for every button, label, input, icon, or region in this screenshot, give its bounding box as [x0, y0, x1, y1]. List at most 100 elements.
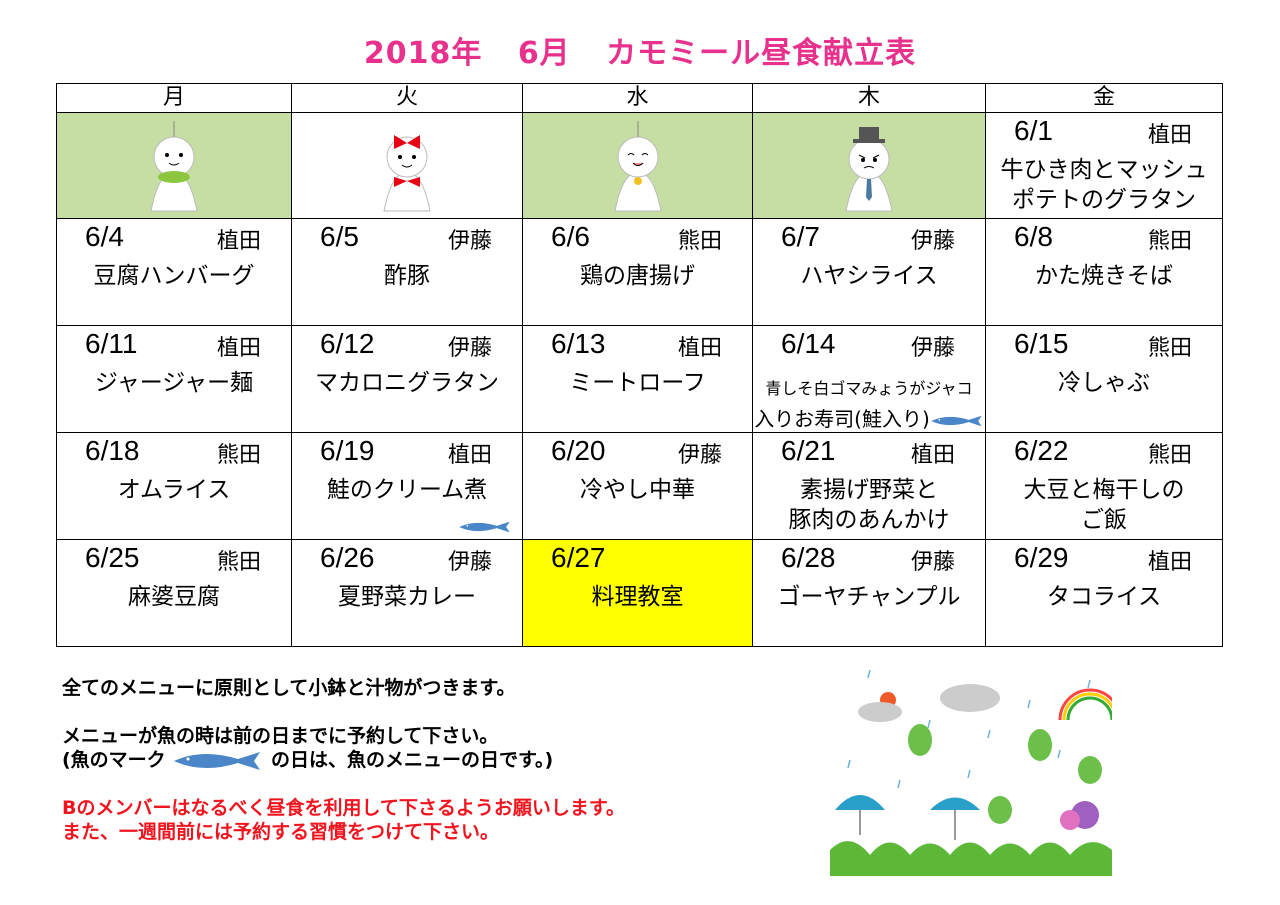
weekday-wed: 水	[522, 83, 753, 113]
menu-text: 青しそ白ゴマみょうがジャコ	[765, 379, 973, 398]
day-cell: 6/13 植田 ミートローフ	[522, 325, 753, 433]
day-cell: 6/14 伊藤青しそ白ゴマみょうがジャコ入りお寿司(鮭入り)	[752, 325, 986, 434]
menu-text: ハヤシライス	[800, 263, 938, 289]
menu-line: かた焼きそば	[986, 261, 1222, 291]
note-line: (魚のマーク の日は、魚のメニューの日です。)	[62, 748, 625, 772]
menu-text: 料理教室	[591, 584, 684, 610]
day-menu: ハヤシライス	[753, 261, 985, 291]
day-cook: 植田	[216, 336, 261, 361]
week-row: 6/25 熊田 麻婆豆腐 6/26 伊藤夏野菜カレー 6/27 料理教室 6/28 伊藤 ゴーヤチ…	[56, 539, 1223, 647]
day-cook: 伊藤	[447, 550, 492, 575]
day-cell: 6/28 伊藤 ゴーヤチャンプル	[752, 539, 986, 647]
day-menu: ミートローフ	[523, 368, 752, 398]
day-cook: 植田	[216, 229, 261, 254]
menu-text: マカロニグラタン	[315, 370, 499, 396]
notes: 全てのメニューに原則として小鉢と汁物がつきます。 メニューが魚の時は前の日までに…	[62, 676, 625, 844]
day-cook: 伊藤	[677, 443, 722, 468]
day-menu: 牛ひき肉とマッシュ ポテトのグラタン	[986, 155, 1222, 215]
decoration-cell	[56, 112, 292, 219]
day-cell: 6/25 熊田 麻婆豆腐	[56, 539, 292, 647]
weekday-fri: 金	[985, 83, 1223, 113]
day-cook: 熊田	[1147, 229, 1192, 254]
menu-text: 豆腐ハンバーグ	[93, 263, 255, 289]
day-cook: 植田	[677, 336, 722, 361]
day-date: 6/21	[781, 435, 836, 466]
title-name: カモミール昼食献立表	[606, 36, 917, 71]
day-cell: 6/27 料理教室	[522, 539, 753, 647]
menu-text: 酢豚	[384, 263, 430, 289]
title-year: 2018年	[363, 36, 483, 71]
fish-icon	[174, 751, 261, 770]
decoration-cell	[522, 112, 753, 219]
menu-line: 冷しゃぶ	[986, 368, 1222, 398]
note-line: メニューが魚の時は前の日までに予約して下さい。	[62, 725, 499, 747]
day-menu: 豆腐ハンバーグ	[57, 261, 291, 291]
day-menu: 麻婆豆腐	[57, 582, 291, 612]
page-title: 2018年 6月 カモミール昼食献立表	[0, 28, 1280, 72]
menu-line: マカロニグラタン	[292, 368, 522, 398]
weekday-tue: 火	[291, 83, 523, 113]
menu-text: 鮭のクリーム煮	[326, 477, 488, 503]
day-date: 6/7	[781, 221, 820, 252]
day-date: 6/18	[85, 435, 140, 466]
menu-text: ご飯	[1081, 507, 1127, 533]
day-cell: 6/12 伊藤マカロニグラタン	[291, 325, 523, 433]
day-date: 6/14	[781, 328, 836, 359]
day-cook: 伊藤	[910, 336, 955, 361]
decoration-cell	[291, 112, 523, 219]
note-line: また、一週間前には予約する習慣をつけて下さい。	[62, 821, 500, 843]
day-date: 6/29	[1014, 542, 1069, 573]
day-cook: 植田	[1147, 550, 1192, 575]
week-row: 6/11 植田 ジャージャー麺 6/12 伊藤 マカロニグラタン 6/13 植田 ミートローフ 6…	[56, 325, 1223, 434]
menu-line: 鮭のクリーム煮	[292, 475, 522, 505]
rainy-season-illustration	[830, 669, 1112, 876]
day-cell: 6/8 熊田かた焼きそば	[985, 218, 1223, 326]
fish-icon	[930, 415, 982, 426]
menu-line: 豆腐ハンバーグ	[57, 261, 291, 291]
menu-text: 冷やし中華	[580, 477, 695, 503]
day-menu: ゴーヤチャンプル	[753, 582, 985, 612]
menu-line: 冷やし中華	[523, 475, 752, 505]
menu-line: 料理教室	[523, 582, 752, 612]
day-cook: 熊田	[216, 443, 261, 468]
weekday-mon: 月	[56, 83, 292, 113]
menu-line: 夏野菜カレー	[292, 582, 522, 612]
day-menu: 酢豚	[292, 261, 522, 291]
day-cell: 6/1 植田 牛ひき肉とマッシュ ポテトのグラタン	[985, 112, 1223, 219]
day-date: 6/12	[320, 328, 375, 359]
day-menu: 冷やし中華	[523, 475, 752, 505]
day-menu: 鶏の唐揚げ	[523, 261, 752, 291]
day-date: 6/8	[1014, 221, 1053, 252]
day-cell: 6/7 伊藤 ハヤシライス	[752, 218, 986, 326]
menu-calendar: 月 火 水 木 金	[56, 83, 1223, 647]
menu-line: 入りお寿司(鮭入り)	[753, 404, 985, 434]
weekday-thu: 木	[752, 83, 986, 113]
day-menu: 料理教室	[523, 582, 752, 612]
day-cell: 6/26 伊藤夏野菜カレー	[291, 539, 523, 647]
day-date: 6/1	[1014, 115, 1053, 146]
day-date: 6/6	[551, 221, 590, 252]
day-date: 6/4	[85, 221, 124, 252]
menu-line: 青しそ白ゴマみょうがジャコ	[753, 374, 985, 404]
day-cook: 伊藤	[447, 336, 492, 361]
day-menu: 大豆と梅干しの ご飯	[986, 475, 1222, 535]
title-month: 6月	[517, 36, 571, 71]
day-menu: タコライス	[986, 582, 1222, 612]
menu-line: ご飯	[986, 505, 1222, 535]
day-cell: 6/20 伊藤 冷やし中華	[522, 432, 753, 540]
day-cell: 6/21 植田 素揚げ野菜と 豚肉のあんかけ	[752, 432, 986, 540]
menu-line: ハヤシライス	[753, 261, 985, 291]
day-date: 6/15	[1014, 328, 1069, 359]
day-cell: 6/22 熊田 大豆と梅干しの ご飯	[985, 432, 1223, 540]
day-menu: 冷しゃぶ	[986, 368, 1222, 398]
day-cook: 熊田	[677, 229, 722, 254]
day-date: 6/25	[85, 542, 140, 573]
menu-line: 鶏の唐揚げ	[523, 261, 752, 291]
menu-line: ミートローフ	[523, 368, 752, 398]
menu-line: ポテトのグラタン	[1012, 187, 1196, 213]
menu-line: 牛ひき肉とマッシュ	[1000, 157, 1208, 183]
day-date: 6/26	[320, 542, 375, 573]
menu-text: 麻婆豆腐	[128, 584, 220, 610]
menu-text: 夏野菜カレー	[338, 584, 476, 610]
teru-teru-bozu-top-hat-icon	[845, 127, 893, 212]
